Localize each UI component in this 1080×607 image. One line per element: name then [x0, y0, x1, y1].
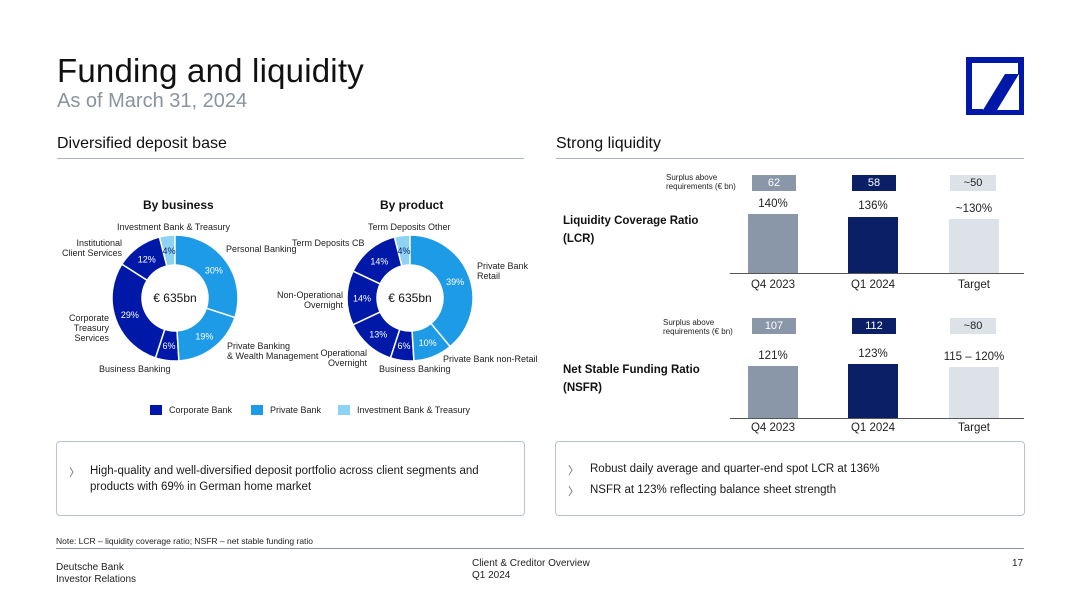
by-business-slice-label-1: 19%: [195, 331, 213, 341]
lcr-bar-q1: [848, 217, 898, 273]
footer-rule: [56, 548, 1024, 549]
by-business-hole: [142, 265, 208, 331]
lcr-value-q4: 140%: [758, 198, 788, 210]
label-business-banking-1: Business Banking: [99, 364, 171, 374]
page-subtitle: As of March 31, 2024: [57, 90, 248, 112]
nsfr-axis: [730, 418, 1024, 419]
by-product-slice-label-6: 4%: [397, 246, 410, 256]
nsfr-surplus-q4: 107: [752, 318, 796, 334]
nsfr-surplus-label: Surplus above requirements (€ bn): [663, 318, 733, 336]
right-summary-box: 〉 Robust daily average and quarter-end s…: [555, 441, 1025, 516]
chevron-right-icon: 〉: [69, 467, 80, 479]
lcr-axis: [730, 273, 1024, 274]
by-business-slice-label-4: 12%: [138, 255, 156, 265]
by-product-slice-label-1: 10%: [419, 338, 437, 348]
by-product-slice-label-3: 13%: [369, 330, 387, 340]
nsfr-cat-q4: Q4 2023: [750, 422, 796, 434]
lcr-surplus-label: Surplus above requirements (€ bn): [666, 173, 736, 191]
label-private-banking-wealth-management: Private Banking & Wealth Management: [227, 341, 319, 361]
right-section-heading: Strong liquidity: [556, 135, 661, 152]
nsfr-cat-target: Target: [958, 422, 990, 434]
nsfr-value-q4: 121%: [758, 350, 788, 362]
by-business-slice-label-5: 4%: [162, 246, 175, 256]
label-non-operational-overnight: Non-Operational Overnight: [276, 290, 343, 310]
deutsche-bank-logo: [966, 57, 1024, 115]
label-private-bank-retail: Private Bank Retail: [477, 261, 529, 281]
label-personal-banking: Personal Banking: [226, 244, 297, 254]
left-section-rule: [57, 158, 524, 159]
legend-swatch-investment-bank: [338, 405, 350, 415]
label-business-banking-2: Business Banking: [379, 364, 451, 374]
nsfr-bar-target: [949, 367, 999, 418]
lcr-cat-target: Target: [958, 279, 990, 291]
lcr-surplus-q1: 58: [852, 175, 896, 191]
footnote: Note: LCR – liquidity coverage ratio; NS…: [56, 536, 314, 546]
left-summary-box: 〉 High-quality and well-diversified depo…: [56, 441, 525, 516]
left-section-heading: Diversified deposit base: [57, 135, 227, 152]
lcr-surplus-target: ~50: [950, 175, 996, 191]
label-investment-bank-treasury: Investment Bank & Treasury: [117, 222, 231, 232]
by-product-slice-label-4: 14%: [353, 294, 371, 304]
page-title: Funding and liquidity: [57, 52, 364, 89]
by-product-title: By product: [380, 198, 444, 212]
label-corporate-treasury-services: Corporate Treasury Services: [68, 313, 109, 343]
nsfr-label: Net Stable Funding Ratio (NSFR): [563, 364, 700, 394]
lcr-value-q1: 136%: [858, 200, 888, 212]
right-bullet-1: Robust daily average and quarter-end spo…: [590, 463, 880, 475]
by-product-center-label: € 635bn: [388, 291, 431, 305]
footer-company: Deutsche Bank Investor Relations: [56, 562, 137, 585]
lcr-value-target: ~130%: [955, 203, 993, 215]
by-product-slice-label-5: 14%: [370, 257, 388, 267]
label-term-deposits-cb: Term Deposits CB: [292, 238, 365, 248]
lcr-bar-q4: [748, 214, 798, 273]
by-product-slice-label-0: 39%: [446, 277, 464, 287]
nsfr-value-q1: 123%: [858, 348, 888, 360]
by-business-title: By business: [143, 198, 214, 212]
label-institutional-client-services: Institutional Client Services: [61, 238, 122, 258]
lcr-cat-q4: Q4 2023: [750, 279, 796, 291]
label-operational-overnight: Operational Overnight: [320, 348, 367, 368]
legend-investment-bank-treasury: Investment Bank & Treasury: [357, 405, 471, 415]
nsfr-surplus-target: ~80: [950, 318, 996, 334]
by-business-slice-label-3: 29%: [121, 310, 139, 320]
page-number: 17: [1012, 558, 1024, 569]
lcr-bar-target: [949, 219, 999, 273]
by-product-slice-label-2: 6%: [397, 341, 410, 351]
legend-private-bank: Private Bank: [270, 405, 322, 415]
nsfr-cat-q1: Q1 2024: [850, 422, 896, 434]
nsfr-bar-q1: [848, 364, 898, 418]
left-bullet-1: High-quality and well-diversified deposi…: [90, 465, 479, 493]
by-business-slice-label-2: 6%: [162, 341, 175, 351]
right-section-rule: [556, 158, 1024, 159]
by-product-hole: [377, 265, 443, 331]
legend-swatch-private-bank: [251, 405, 263, 415]
legend-corporate-bank: Corporate Bank: [169, 405, 233, 415]
chevron-right-icon: 〉: [568, 486, 579, 498]
footer-document: Client & Creditor Overview Q1 2024: [472, 558, 590, 581]
lcr-label: Liquidity Coverage Ratio (LCR): [563, 215, 699, 245]
label-term-deposits-other: Term Deposits Other: [368, 222, 451, 232]
nsfr-value-target: 115 – 120%: [943, 351, 1005, 363]
lcr-surplus-q4: 62: [752, 175, 796, 191]
nsfr-surplus-q1: 112: [852, 318, 896, 334]
nsfr-bar-q4: [748, 366, 798, 418]
lcr-cat-q1: Q1 2024: [850, 279, 896, 291]
by-business-center-label: € 635bn: [153, 291, 196, 305]
legend-swatch-corporate-bank: [150, 405, 162, 415]
chevron-right-icon: 〉: [568, 465, 579, 477]
label-private-bank-non-retail: Private Bank non-Retail: [443, 354, 538, 364]
right-bullet-2: NSFR at 123% reflecting balance sheet st…: [590, 484, 837, 496]
by-business-slice-label-0: 30%: [205, 265, 223, 275]
